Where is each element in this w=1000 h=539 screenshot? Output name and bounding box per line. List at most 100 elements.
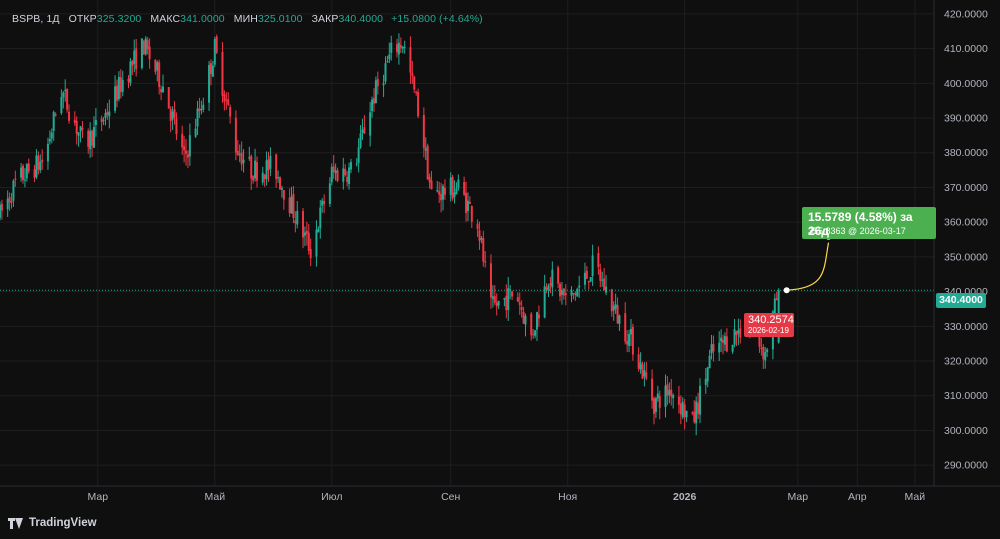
price-axis[interactable]: 290.0000 300.0000 310.0000 320.0000 330.0000… [944, 8, 988, 471]
candle[interactable] [171, 106, 174, 130]
candle[interactable] [37, 151, 40, 175]
candle[interactable] [198, 97, 201, 118]
candle[interactable] [282, 190, 285, 210]
candle[interactable] [591, 244, 594, 287]
candle[interactable] [277, 170, 280, 183]
candle[interactable] [349, 158, 352, 174]
candle[interactable] [760, 337, 763, 356]
candle[interactable] [720, 329, 723, 352]
candle[interactable] [234, 110, 237, 161]
candle[interactable] [91, 129, 94, 157]
candle[interactable] [279, 176, 282, 191]
candle[interactable] [162, 74, 165, 93]
candle[interactable] [466, 192, 469, 222]
candle[interactable] [135, 39, 138, 77]
candle[interactable] [641, 361, 644, 380]
candle[interactable] [140, 38, 143, 70]
candle[interactable] [480, 235, 483, 244]
candle[interactable] [457, 174, 460, 191]
candle[interactable] [436, 180, 439, 193]
candle[interactable] [117, 71, 120, 102]
candle[interactable] [737, 318, 740, 346]
candle[interactable] [775, 291, 778, 301]
candle[interactable] [453, 180, 456, 204]
candle[interactable] [194, 118, 197, 138]
candle[interactable] [158, 59, 161, 95]
candle[interactable] [384, 56, 387, 85]
candle[interactable] [601, 271, 604, 287]
candle[interactable] [562, 288, 565, 300]
candle[interactable] [328, 177, 331, 207]
candle[interactable] [599, 263, 602, 288]
candle[interactable] [186, 150, 189, 169]
candle[interactable] [60, 89, 63, 115]
candle[interactable] [637, 347, 640, 372]
candle[interactable] [361, 118, 364, 140]
candle[interactable] [451, 174, 454, 201]
candle[interactable] [532, 328, 535, 339]
candle[interactable] [240, 141, 243, 171]
candle[interactable] [254, 148, 257, 182]
candle[interactable] [534, 330, 537, 339]
candle[interactable] [0, 199, 3, 220]
candle[interactable] [612, 301, 615, 321]
candle[interactable] [545, 283, 548, 294]
candle[interactable] [497, 300, 500, 309]
candle[interactable] [223, 90, 226, 111]
candle[interactable] [303, 226, 306, 247]
candle[interactable] [167, 87, 170, 109]
candle[interactable] [708, 349, 711, 369]
candle[interactable] [507, 277, 510, 322]
candle[interactable] [81, 121, 84, 139]
candle[interactable] [319, 200, 322, 239]
candle[interactable] [92, 116, 95, 149]
candle[interactable] [537, 305, 540, 327]
candle[interactable] [551, 261, 554, 297]
candle[interactable] [108, 99, 111, 129]
candle[interactable] [547, 283, 550, 298]
candle[interactable] [605, 274, 608, 296]
candle[interactable] [131, 59, 134, 75]
candle[interactable] [658, 390, 661, 420]
candle[interactable] [114, 75, 117, 114]
candle[interactable] [589, 276, 592, 283]
candle[interactable] [357, 138, 360, 173]
candle[interactable] [628, 329, 631, 353]
candle[interactable] [679, 395, 682, 425]
candle[interactable] [25, 163, 28, 182]
candle[interactable] [211, 60, 214, 77]
candle[interactable] [530, 311, 533, 341]
candle[interactable] [739, 319, 742, 344]
candle[interactable] [618, 314, 621, 331]
candle[interactable] [142, 39, 145, 55]
candle[interactable] [115, 79, 118, 108]
candle[interactable] [522, 306, 525, 325]
candle[interactable] [712, 335, 715, 362]
candle[interactable] [610, 288, 613, 317]
candle[interactable] [631, 323, 634, 361]
candle[interactable] [33, 164, 36, 183]
candle[interactable] [718, 331, 721, 362]
candle[interactable] [52, 110, 55, 141]
candle[interactable] [209, 59, 212, 86]
candle[interactable] [652, 396, 655, 425]
candle[interactable] [236, 139, 239, 156]
candle[interactable] [651, 369, 654, 409]
candle[interactable] [424, 137, 427, 161]
candle[interactable] [296, 200, 299, 229]
candle[interactable] [733, 318, 736, 348]
candle[interactable] [723, 332, 726, 351]
candle[interactable] [202, 97, 205, 113]
candle[interactable] [557, 265, 560, 289]
candle[interactable] [119, 69, 122, 99]
candle[interactable] [382, 74, 385, 98]
candle[interactable] [411, 60, 414, 84]
candle[interactable] [570, 286, 573, 303]
candle[interactable] [691, 411, 694, 416]
candle[interactable] [693, 400, 696, 424]
candle[interactable] [668, 382, 671, 404]
candle[interactable] [23, 168, 26, 188]
symbol-name[interactable]: BSPB [12, 13, 41, 25]
candle[interactable] [73, 111, 76, 126]
